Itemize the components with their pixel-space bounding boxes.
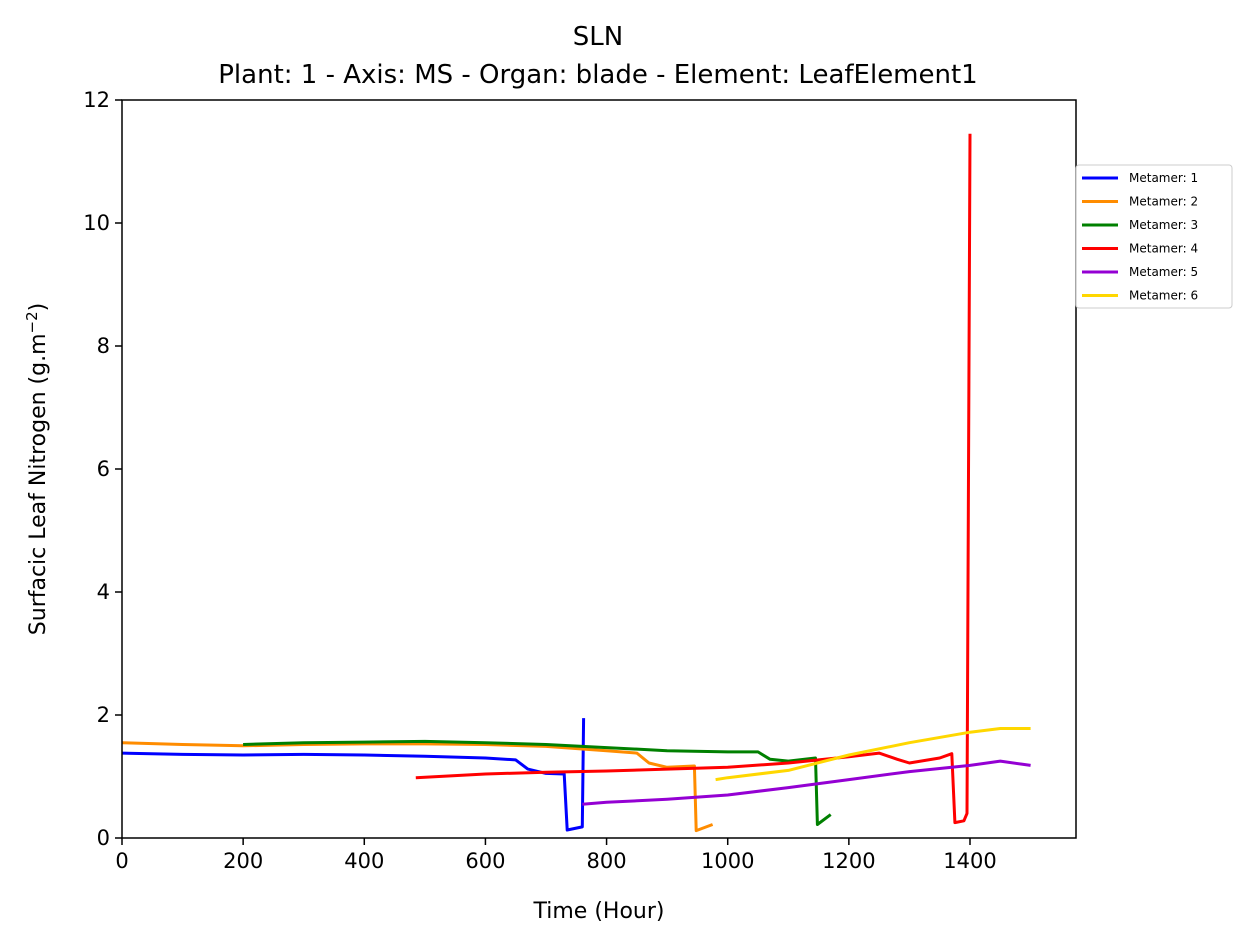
y-tick-label: 2 — [97, 703, 110, 727]
y-tick-label: 10 — [83, 211, 110, 235]
y-axis-label-close: ) — [26, 303, 51, 312]
series-line-3 — [243, 739, 832, 826]
chart-title: SLN — [573, 22, 623, 52]
x-axis-label: Time (Hour) — [533, 899, 665, 924]
legend-label-3: Metamer: 3 — [1129, 218, 1198, 232]
x-tick-label: 400 — [344, 849, 384, 873]
x-tick-label: 1000 — [701, 849, 754, 873]
x-axis: 0 200 400 600 800 1000 1200 1400 — [115, 838, 997, 873]
x-tick-label: 0 — [115, 849, 128, 873]
legend-label-2: Metamer: 2 — [1129, 195, 1198, 209]
chart-subtitle: Plant: 1 - Axis: MS - Organ: blade - Ele… — [218, 60, 977, 90]
y-tick-label: 6 — [97, 457, 110, 481]
x-tick-label: 800 — [587, 849, 627, 873]
legend-label-5: Metamer: 5 — [1129, 265, 1198, 279]
legend: Metamer: 1 Metamer: 2 Metamer: 3 Metamer: 4… — [1075, 164, 1233, 309]
series-line-5 — [582, 759, 1031, 806]
series-line-1 — [121, 718, 586, 832]
x-tick-label: 1400 — [943, 849, 996, 873]
y-tick-label: 8 — [97, 334, 110, 358]
legend-label-1: Metamer: 1 — [1129, 171, 1198, 185]
y-axis: 0 2 4 6 8 10 12 — [83, 88, 122, 850]
y-axis-label: Surfacic Leaf Nitrogen (g.m−2) — [23, 303, 51, 635]
plot-area — [121, 133, 1031, 833]
y-axis-label-superscript: −2 — [23, 311, 41, 333]
y-axis-label-main: Surfacic Leaf Nitrogen (g.m — [26, 333, 51, 635]
plot-frame — [121, 99, 1077, 839]
x-tick-label: 600 — [465, 849, 505, 873]
legend-box — [1075, 164, 1233, 309]
series-line-4 — [415, 133, 972, 825]
x-tick-label: 200 — [223, 849, 263, 873]
y-tick-label: 0 — [97, 826, 110, 850]
x-tick-label: 1200 — [822, 849, 875, 873]
series-line-6 — [715, 727, 1031, 782]
legend-label-4: Metamer: 4 — [1129, 242, 1198, 256]
legend-label-6: Metamer: 6 — [1129, 289, 1198, 303]
y-tick-label: 4 — [97, 580, 110, 604]
y-tick-label: 12 — [83, 88, 110, 112]
